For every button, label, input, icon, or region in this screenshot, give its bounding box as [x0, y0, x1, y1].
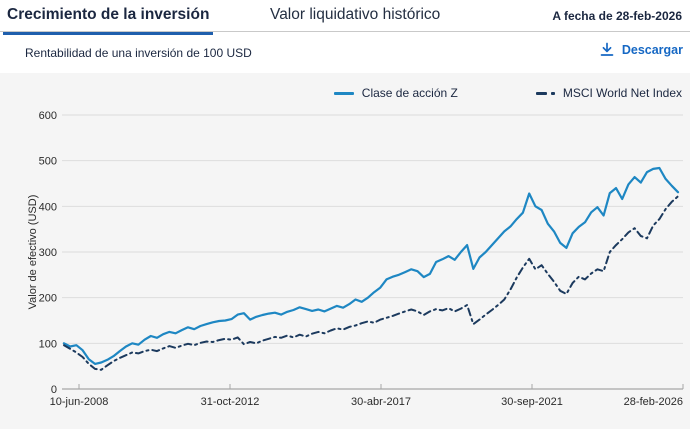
- tab-historical-nav[interactable]: Valor liquidativo histórico: [270, 6, 441, 23]
- legend-label: MSCI World Net Index: [562, 86, 682, 100]
- series-line-0: [62, 166, 680, 365]
- chart-legend: Clase de acción Z MSCI World Net Index: [333, 86, 682, 100]
- y-tick-label: 500: [39, 156, 57, 168]
- legend-label: Clase de acción Z: [361, 86, 458, 100]
- chart-subtitle: Rentabilidad de una inversión de 100 USD: [25, 46, 252, 60]
- growth-chart-svg: 0 100 200 300 400 500 600 10-jun-2008 31-oct-201…: [27, 110, 684, 408]
- x-tick-label: 30-sep-2021: [501, 396, 563, 408]
- series-line-1: [63, 195, 679, 371]
- y-tick-label: 400: [39, 201, 57, 213]
- tabs-divider: [0, 31, 690, 32]
- y-tick-label: 100: [39, 338, 57, 350]
- sub-header: Rentabilidad de una inversión de 100 USD…: [0, 32, 690, 73]
- download-button[interactable]: Descargar: [599, 42, 683, 57]
- x-tick-label: 28-feb-2026: [624, 396, 683, 408]
- x-tick-label: 10-jun-2008: [50, 396, 109, 408]
- dashed-line-swatch-icon: [535, 91, 555, 95]
- y-tick-label: 600: [39, 110, 57, 122]
- tabs-bar: Crecimiento de la inversión Valor liquid…: [0, 0, 690, 35]
- solid-line-swatch-icon: [333, 91, 354, 95]
- x-tick-label: 31-oct-2012: [201, 396, 260, 408]
- legend-item-share-class-z[interactable]: Clase de acción Z: [333, 86, 458, 100]
- y-tick-label: 300: [39, 247, 57, 259]
- x-tick-label: 30-abr-2017: [351, 396, 411, 408]
- download-label: Descargar: [621, 42, 683, 57]
- y-tick-label: 0: [51, 384, 57, 396]
- chart-panel: 0 100 200 300 400 500 600 10-jun-2008 31-oct-201…: [0, 73, 690, 429]
- y-axis-title: Valor de efectivo (USD): [27, 195, 39, 310]
- as-of-date: A fecha de 28-feb-2026: [552, 9, 682, 23]
- y-tick-label: 200: [39, 293, 57, 305]
- legend-item-msci-world[interactable]: MSCI World Net Index: [535, 86, 682, 100]
- download-icon: [599, 42, 615, 57]
- tab-investment-growth[interactable]: Crecimiento de la inversión: [3, 6, 214, 35]
